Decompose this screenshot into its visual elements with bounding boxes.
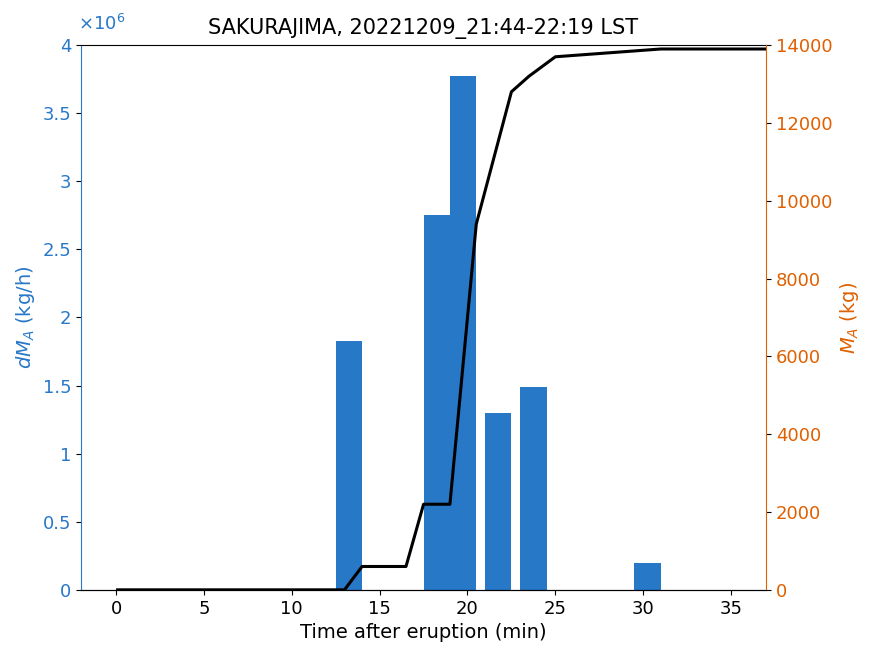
Bar [450, 76, 476, 590]
X-axis label: Time after eruption (min): Time after eruption (min) [300, 623, 547, 642]
Text: $\times10^6$: $\times10^6$ [78, 14, 125, 34]
Bar [424, 215, 450, 590]
Y-axis label: $dM_A$ (kg/h): $dM_A$ (kg/h) [14, 266, 37, 369]
Title: SAKURAJIMA, 20221209_21:44-22:19 LST: SAKURAJIMA, 20221209_21:44-22:19 LST [208, 18, 639, 39]
Bar [634, 563, 661, 590]
Bar [485, 413, 511, 590]
Bar [336, 340, 362, 590]
Bar [521, 387, 547, 590]
Y-axis label: $M_A$ (kg): $M_A$ (kg) [838, 281, 861, 354]
